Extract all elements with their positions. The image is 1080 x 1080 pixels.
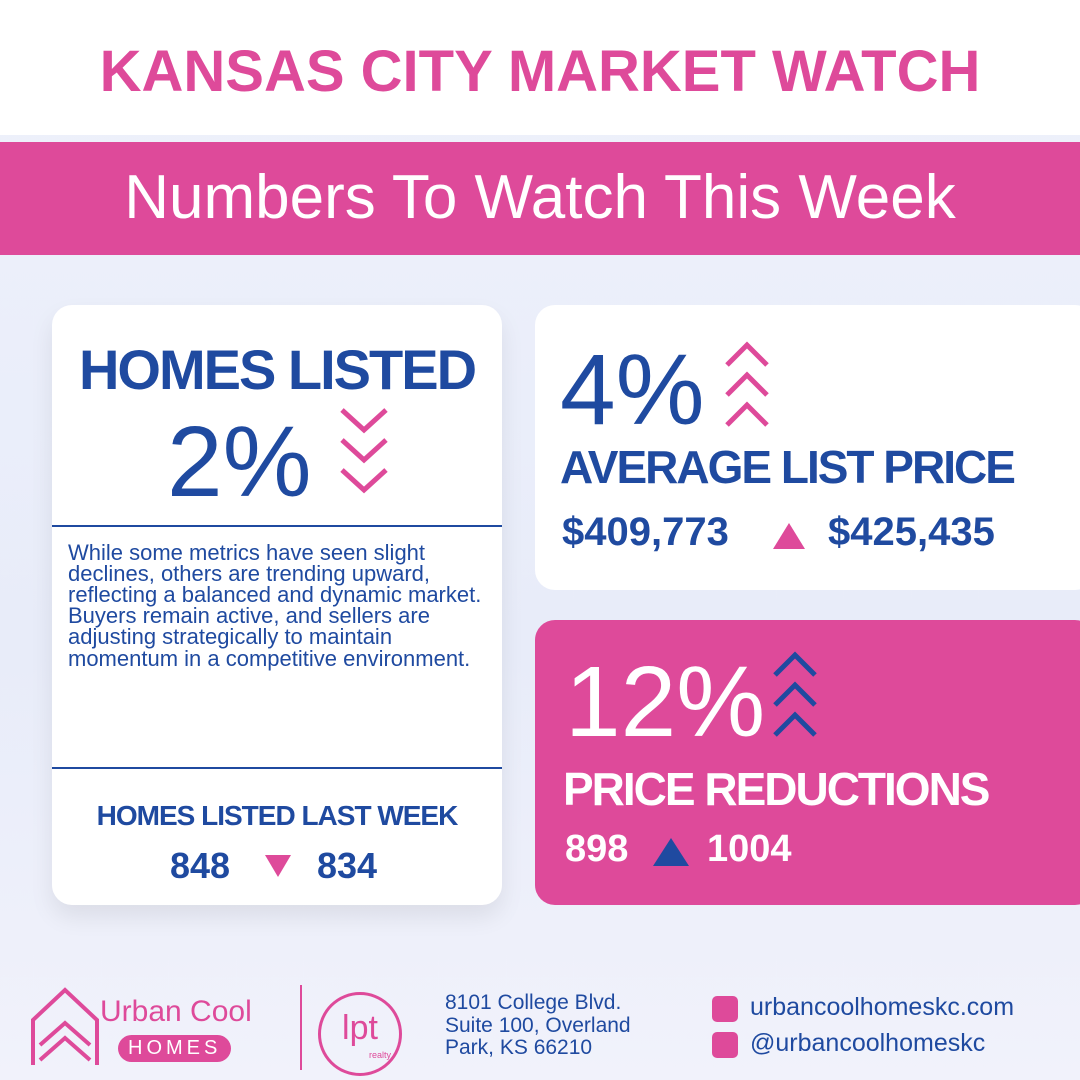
divider bbox=[52, 525, 502, 527]
down-triangle bbox=[265, 855, 291, 877]
up-triangle bbox=[653, 838, 689, 866]
from-value: 898 bbox=[565, 828, 629, 870]
partner-logo: lpt realty bbox=[318, 992, 402, 1076]
up-chevrons bbox=[725, 341, 769, 427]
title: KANSAS CITY MARKET WATCH bbox=[99, 39, 981, 104]
change: 12% bbox=[565, 646, 766, 758]
label: AVERAGE LIST PRICE bbox=[560, 441, 1016, 493]
homes-listed-card: HOMES LISTED 2% While some metrics have … bbox=[52, 305, 502, 905]
change: 4% bbox=[560, 334, 705, 446]
brand-sub: HOMES bbox=[118, 1035, 232, 1062]
label: PRICE REDUCTIONS bbox=[563, 763, 990, 815]
up-triangle bbox=[773, 523, 805, 549]
subtitle-band bbox=[0, 142, 1080, 255]
web-icon bbox=[712, 996, 738, 1022]
to-value: 834 bbox=[317, 845, 378, 886]
partner: lpt bbox=[342, 1009, 378, 1047]
from-value: $409,773 bbox=[562, 510, 729, 554]
subtitle: Numbers To Watch This Week bbox=[124, 163, 956, 232]
change: 2% bbox=[167, 406, 312, 518]
price-reductions-card: 12% PRICE REDUCTIONS 898 1004 bbox=[535, 620, 1080, 905]
description: While some metrics have seen slight decl… bbox=[68, 540, 482, 671]
separator bbox=[300, 985, 302, 1070]
from-value: 848 bbox=[170, 845, 231, 886]
header-bar bbox=[0, 0, 1080, 135]
card-title: HOMES LISTED bbox=[78, 338, 477, 401]
social-icon bbox=[712, 1032, 738, 1058]
website[interactable]: urbancoolhomeskc.com bbox=[750, 993, 1015, 1021]
up-chevrons bbox=[773, 651, 817, 737]
address-line: Suite 100, Overland bbox=[445, 1013, 631, 1037]
brand: Urban Cool bbox=[100, 995, 252, 1028]
average-list-price-card: 4% AVERAGE LIST PRICE $409,773 $425,435 bbox=[535, 305, 1080, 590]
address-line: 8101 College Blvd. bbox=[445, 991, 622, 1014]
footer-label: HOMES LISTED LAST WEEK bbox=[96, 800, 459, 831]
partner-sub: realty bbox=[369, 1050, 392, 1060]
to-value: 1004 bbox=[707, 828, 792, 870]
brand-logo bbox=[31, 987, 99, 1065]
to-value: $425,435 bbox=[828, 510, 995, 554]
social[interactable]: @urbancoolhomeskc bbox=[750, 1029, 986, 1057]
divider bbox=[52, 767, 502, 769]
address-line: Park, KS 66210 bbox=[445, 1036, 593, 1060]
address: 8101 College Blvd. Suite 100, Overland P… bbox=[445, 991, 631, 1060]
down-chevrons bbox=[340, 408, 388, 494]
